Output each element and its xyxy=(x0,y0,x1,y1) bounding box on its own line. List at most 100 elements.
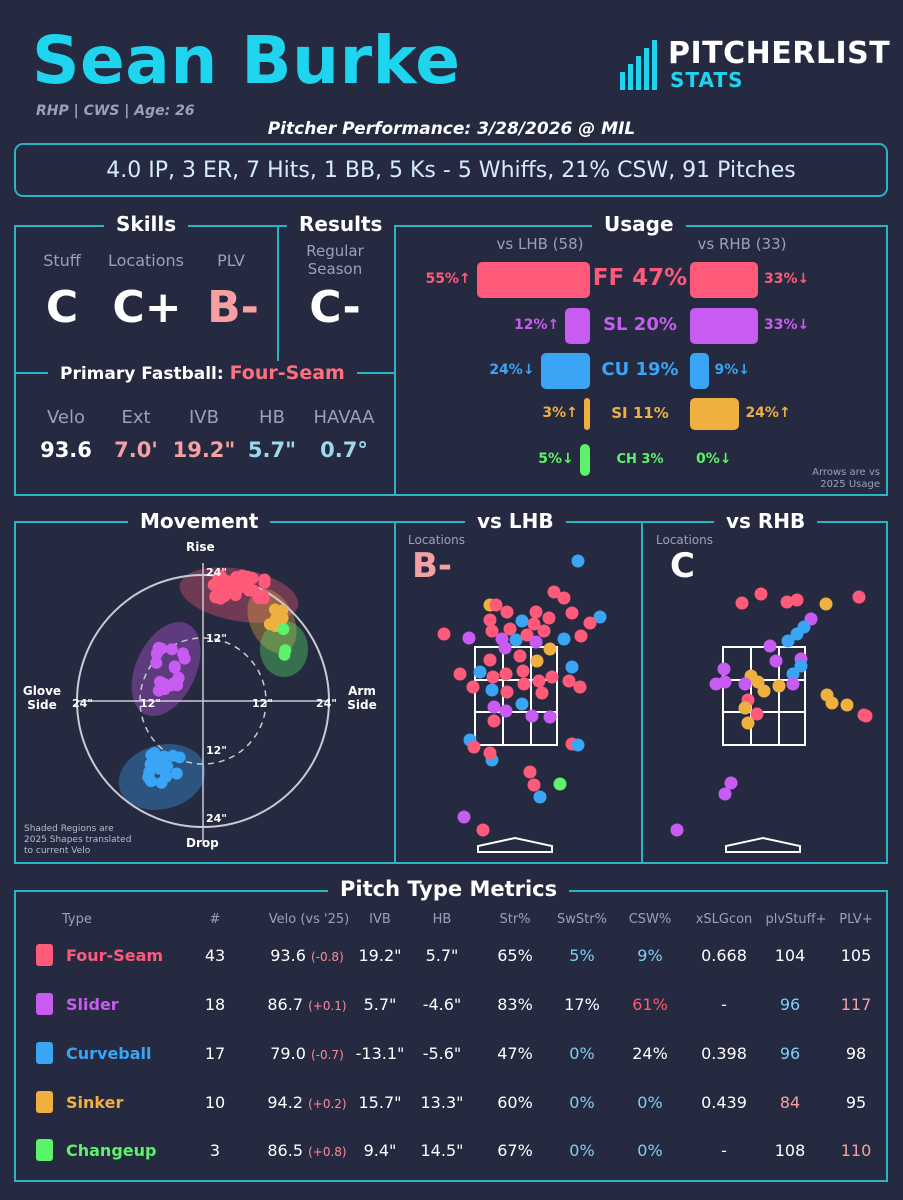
skills-box xyxy=(14,225,394,372)
usage-lhb-value: 3%↑ xyxy=(542,405,578,421)
usage-pitch-name: SL 20% xyxy=(603,314,677,336)
tick-top-12: 12" xyxy=(206,632,228,645)
pitch-swstr: 17% xyxy=(564,995,600,1014)
pitch-velo-delta: (-0.8) xyxy=(310,950,344,964)
pitch-location-point xyxy=(738,701,752,715)
pitch-location-point xyxy=(537,624,551,638)
pitch-location-point xyxy=(485,624,499,638)
movement-note: Shaded Regions are 2025 Shapes translate… xyxy=(24,824,131,857)
pitch-location-point xyxy=(543,642,557,656)
glove-label-1: Glove xyxy=(22,684,62,698)
pitch-location-point xyxy=(520,628,534,642)
usage-lhb-header: vs LHB (58) xyxy=(496,235,584,253)
pitch-location-point xyxy=(754,587,768,601)
pitch-type-name: Changeup xyxy=(66,1141,157,1160)
pitch-location-point xyxy=(530,654,544,668)
pitch-location-point xyxy=(571,554,585,568)
pitch-velo: 86.5 (+0.8) xyxy=(252,1141,362,1160)
usage-rhb-value: 24%↑ xyxy=(745,405,791,421)
movement-point xyxy=(165,643,178,656)
pitch-location-point xyxy=(533,790,547,804)
pitch-ivb: -13.1" xyxy=(355,1044,405,1063)
pitch-count: 3 xyxy=(209,1141,221,1160)
pitch-location-point xyxy=(790,627,804,641)
pitch-color-swatch xyxy=(36,1139,53,1161)
pitch-velo-delta: (+0.8) xyxy=(308,1145,347,1159)
movement-point xyxy=(246,584,259,597)
pitch-xslgcon: 0.398 xyxy=(701,1044,747,1063)
pitch-location-point xyxy=(529,605,543,619)
pitch-location-point xyxy=(500,685,514,699)
tick-bottom-24: 24" xyxy=(206,812,228,825)
pitch-location-point xyxy=(517,677,531,691)
usage-lhb-value: 12%↑ xyxy=(514,317,560,333)
pitch-csw: 0% xyxy=(637,1141,663,1160)
col-csw: CSW% xyxy=(628,912,672,927)
movement-point xyxy=(209,591,222,604)
col-velo: Velo (vs '25) xyxy=(268,912,350,927)
pitch-location-point xyxy=(840,698,854,712)
pitch-swstr: 0% xyxy=(569,1093,595,1112)
movement-point xyxy=(170,767,183,780)
pitch-location-point xyxy=(786,667,800,681)
pitch-location-point xyxy=(527,778,541,792)
results-title: Results xyxy=(287,212,395,236)
pitch-xslgcon: 0.668 xyxy=(701,946,747,965)
tick-top-24: 24" xyxy=(206,566,228,579)
usage-title: Usage xyxy=(592,212,686,236)
fb-velo-value: 93.6 xyxy=(40,438,92,462)
pitch-location-point xyxy=(485,683,499,697)
pitch-location-point xyxy=(786,677,800,691)
usage-pitch-name: CH 3% xyxy=(616,451,664,467)
pitch-csw: 0% xyxy=(637,1093,663,1112)
movement-point xyxy=(258,576,271,589)
locations-grade: C+ xyxy=(112,282,182,333)
pitch-hb: -5.6" xyxy=(422,1044,462,1063)
pitch-velo: 93.6 (-0.8) xyxy=(252,946,362,965)
usage-note-line-2: 2025 Usage xyxy=(820,479,880,490)
usage-lhb-value: 55%↑ xyxy=(425,271,471,287)
fb-hb-value: 5.7" xyxy=(247,438,297,462)
pitch-location-point xyxy=(487,714,501,728)
usage-pitch-name: CU 19% xyxy=(601,359,679,381)
usage-note-line-1: Arrows are vs xyxy=(812,467,880,478)
pitch-location-point xyxy=(790,593,804,607)
glove-label-2: Side xyxy=(27,698,57,712)
pitcherlist-logo: PITCHERLIST STATS xyxy=(620,36,890,96)
movement-note-2: 2025 Shapes translated xyxy=(24,835,132,845)
fb-hb-label: HB xyxy=(259,407,285,428)
pitch-location-point xyxy=(467,740,481,754)
movement-point xyxy=(277,623,290,636)
pitch-color-swatch xyxy=(36,993,53,1015)
pitch-location-point xyxy=(499,667,513,681)
pitch-type-name: Four-Seam xyxy=(66,946,164,965)
results-label-season: Season xyxy=(307,260,363,278)
fastball-title: Primary Fastball: Four-Seam xyxy=(48,361,357,386)
pitch-plv: 105 xyxy=(840,946,872,965)
pitch-location-point xyxy=(515,614,529,628)
pitch-xslgcon: - xyxy=(721,1141,727,1160)
pitch-plv: 117 xyxy=(840,995,872,1014)
pitch-location-point xyxy=(562,674,576,688)
pitch-velo-value: 86.5 xyxy=(267,1141,309,1160)
pitch-hb: -4.6" xyxy=(422,995,462,1014)
pitch-location-point xyxy=(718,787,732,801)
movement-point xyxy=(236,569,249,582)
pitch-plv: 110 xyxy=(840,1141,872,1160)
pitch-velo-delta: (+0.2) xyxy=(308,1097,347,1111)
pitch-hb: 14.5" xyxy=(420,1141,464,1160)
movement-shape-region xyxy=(131,621,201,717)
usage-bar-rhb xyxy=(690,262,758,298)
usage-lhb-value: 5%↓ xyxy=(538,451,574,467)
pitch-location-point xyxy=(780,595,794,609)
pitch-hb: 5.7" xyxy=(425,946,459,965)
usage-bar-lhb xyxy=(476,262,590,298)
pitch-location-point xyxy=(527,617,541,631)
pitch-color-swatch xyxy=(36,1042,53,1064)
usage-lhb-value: 24%↓ xyxy=(489,362,535,378)
pitch-color-swatch xyxy=(36,944,53,966)
col-xslgcon: xSLGcon xyxy=(695,912,753,927)
rhb-locations-label: Locations xyxy=(656,533,714,547)
pitch-location-point xyxy=(769,654,783,668)
pitch-ivb: 15.7" xyxy=(358,1093,402,1112)
